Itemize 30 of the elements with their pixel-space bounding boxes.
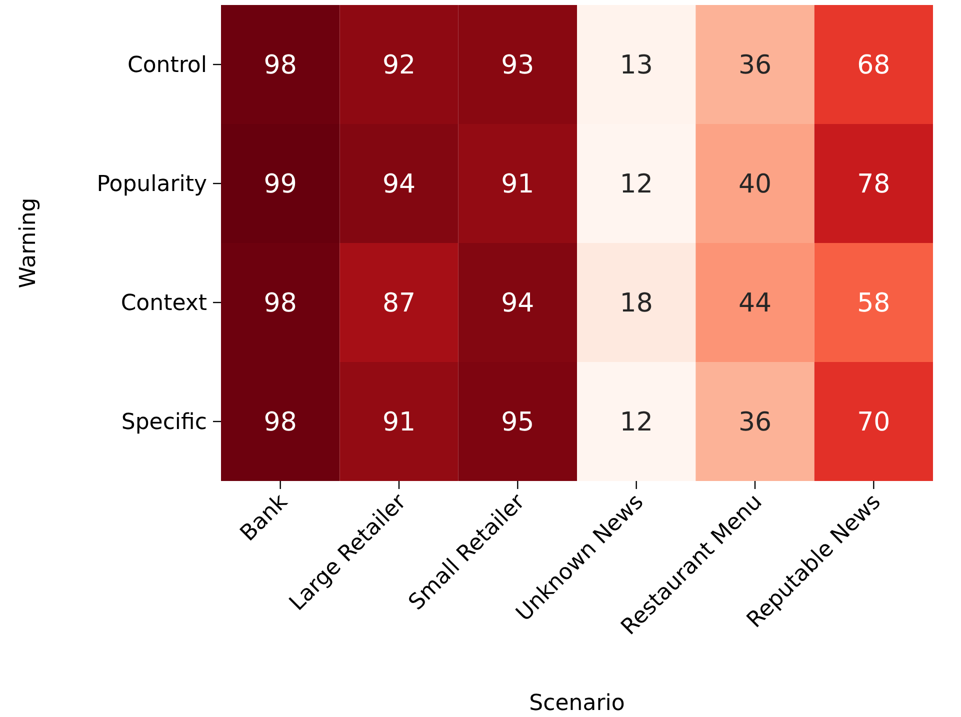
x-axis-title: Scenario — [529, 691, 625, 716]
data-label: 78 — [857, 170, 890, 200]
y-tick-label: Control — [127, 53, 207, 78]
y-tick-label: Popularity — [96, 172, 207, 198]
data-label: 13 — [620, 50, 653, 81]
data-label: 98 — [264, 408, 297, 438]
data-label: 87 — [382, 288, 416, 319]
data-label: 92 — [382, 50, 416, 81]
data-label: 12 — [620, 408, 653, 438]
y-axis-title: Warning — [16, 198, 41, 288]
data-label: 94 — [382, 170, 416, 200]
data-label: 44 — [738, 288, 772, 319]
data-label: 70 — [857, 408, 890, 438]
data-label: 98 — [264, 50, 297, 81]
data-label: 36 — [738, 408, 772, 438]
data-label: 36 — [738, 50, 772, 81]
data-label: 18 — [620, 288, 653, 319]
data-label: 58 — [857, 288, 890, 319]
data-label: 91 — [501, 170, 534, 200]
data-label: 98 — [264, 288, 297, 319]
data-label: 99 — [264, 170, 297, 200]
data-label: 68 — [857, 50, 890, 81]
data-label: 40 — [738, 170, 772, 200]
data-label: 91 — [382, 408, 416, 438]
data-label: 94 — [501, 288, 534, 319]
data-label: 93 — [501, 50, 534, 81]
data-label: 95 — [501, 408, 534, 438]
y-tick-label: Context — [120, 291, 208, 316]
y-tick-label: Specific — [121, 410, 207, 436]
data-label: 12 — [620, 170, 653, 200]
